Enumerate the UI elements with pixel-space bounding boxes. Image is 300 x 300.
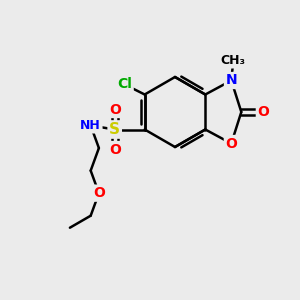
Text: CH₃: CH₃ [221, 54, 246, 67]
Text: O: O [109, 142, 121, 157]
Text: O: O [257, 105, 269, 119]
Text: O: O [225, 136, 237, 151]
Text: O: O [93, 186, 105, 200]
Text: NH: NH [80, 119, 101, 132]
Text: N: N [226, 74, 237, 88]
Text: O: O [109, 103, 121, 116]
Text: S: S [109, 122, 120, 137]
Text: Cl: Cl [117, 77, 132, 92]
